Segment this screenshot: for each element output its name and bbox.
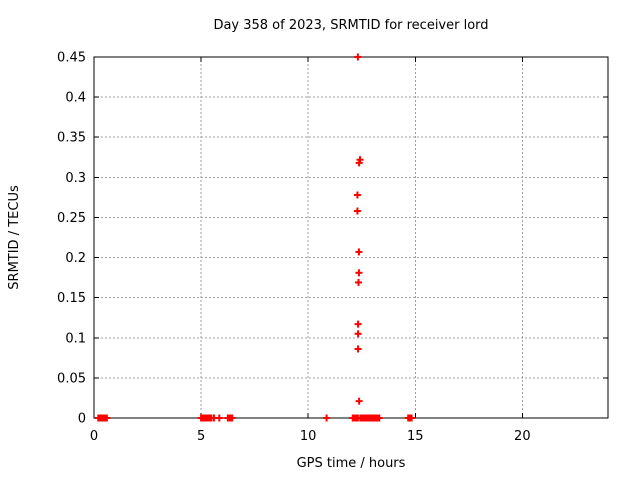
y-tick-label: 0.05 xyxy=(57,371,86,386)
y-tick-label: 0.15 xyxy=(57,291,86,306)
y-axis-label: SRMTID / TECUs xyxy=(7,185,22,290)
y-tick-label: 0.35 xyxy=(57,131,86,146)
axis-ticks xyxy=(93,56,608,419)
x-tick-label: 5 xyxy=(197,429,205,444)
y-tick-label: 0.3 xyxy=(65,171,86,186)
y-tick-label: 0.2 xyxy=(65,251,86,266)
y-tick-label: 0.4 xyxy=(65,91,86,106)
y-tick-label: 0.45 xyxy=(57,51,86,66)
y-tick-label: 0 xyxy=(78,412,86,427)
x-tick-label: 10 xyxy=(300,429,317,444)
y-tick-label: 0.25 xyxy=(57,211,86,226)
plot-border xyxy=(93,56,609,419)
x-tick-label: 15 xyxy=(407,429,424,444)
y-tick-label: 0.1 xyxy=(65,331,86,346)
x-axis-label: GPS time / hours xyxy=(297,456,406,471)
data-points xyxy=(94,53,416,422)
x-tick-label: 20 xyxy=(514,429,531,444)
x-tick-label: 0 xyxy=(90,429,98,444)
grid-lines xyxy=(93,56,601,419)
chart-title: Day 358 of 2023, SRMTID for receiver lor… xyxy=(213,18,488,33)
